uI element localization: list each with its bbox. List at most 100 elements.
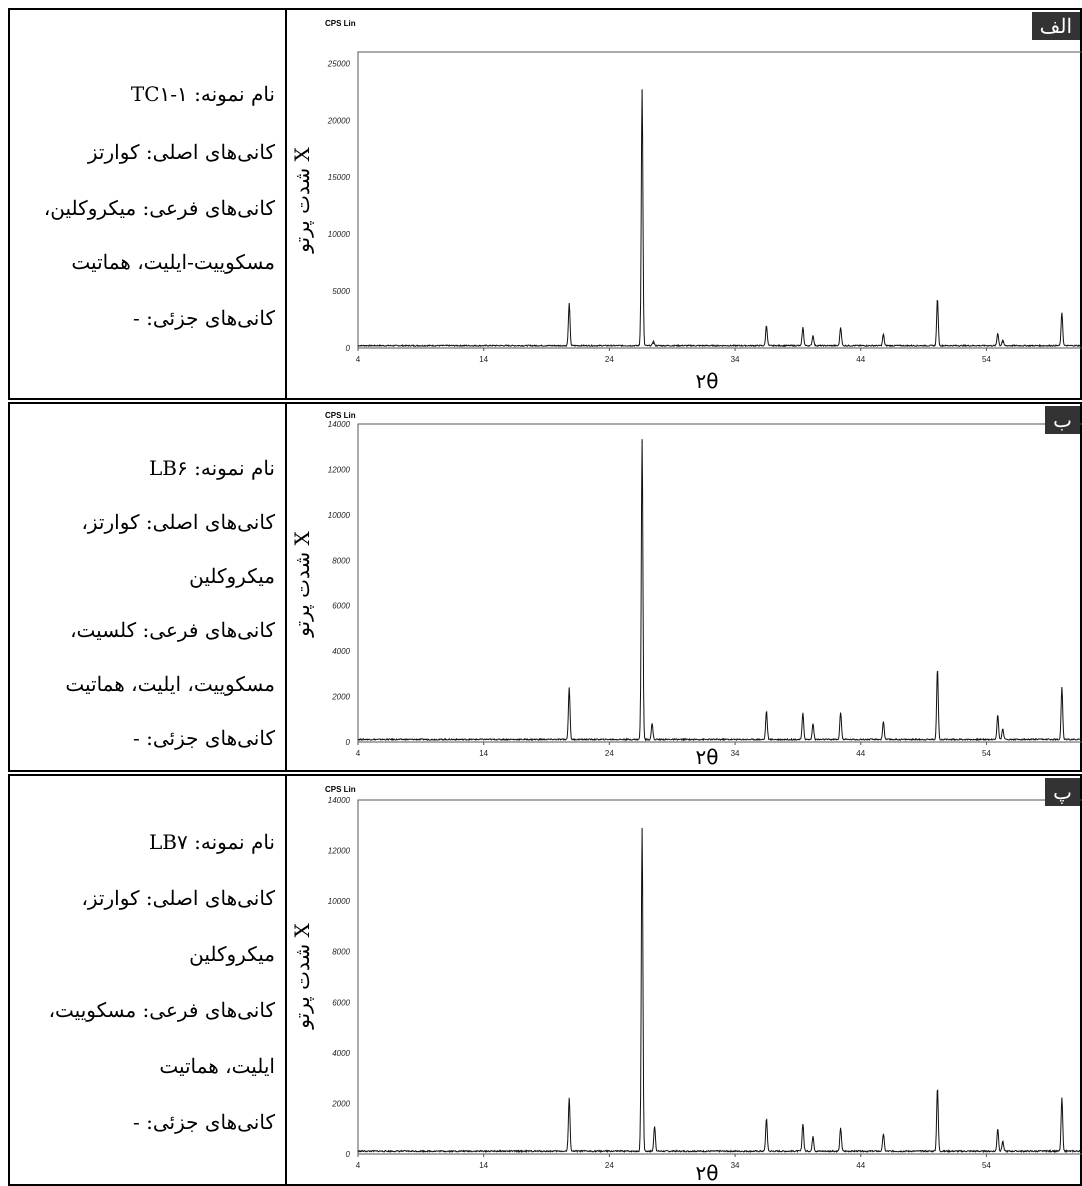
peak-point: [812, 337, 814, 339]
peak-point: [568, 689, 570, 691]
peak-point: [1002, 730, 1004, 732]
chart-title: CPS Lin: [325, 411, 356, 420]
main-minerals-cont: میکروکلین: [189, 564, 275, 588]
peak-point: [936, 300, 939, 302]
y-tick-label: 0: [346, 1150, 351, 1159]
panel-pe: نام نمونه: LB۷ کانی‌های اصلی: کوارتز، می…: [8, 774, 1082, 1186]
peak-point: [765, 1120, 768, 1122]
y-tick-label: 2000: [331, 1099, 350, 1108]
peak-point: [997, 716, 999, 718]
peak-point: [1061, 314, 1063, 316]
peak-point: [882, 723, 884, 725]
x-tick-label: 54: [982, 355, 991, 364]
x-tick-label: 54: [982, 1161, 991, 1170]
x-tick-label: 14: [479, 1161, 488, 1170]
x-tick-label: 44: [856, 749, 865, 758]
y-tick-label: 6000: [332, 998, 350, 1007]
y-tick-label: 0: [346, 738, 351, 747]
sample-name: نام نمونه: TC۱-۱: [130, 82, 275, 106]
main-minerals: کانی‌های اصلی: کوارتز،: [81, 510, 275, 534]
panel-alef: نام نمونه: TC۱-۱ کانی‌های اصلی: کوارتز ک…: [8, 8, 1082, 400]
peak-point: [936, 670, 939, 673]
x-tick-label: 14: [479, 749, 488, 758]
panel-divider: [285, 10, 287, 398]
plot-frame: [357, 799, 1082, 1155]
peak-point: [997, 334, 999, 337]
x-tick-label: 24: [605, 749, 614, 758]
plot-frame: [357, 423, 1082, 743]
peak-point: [840, 714, 842, 716]
panel-be: نام نمونه: LB۶ کانی‌های اصلی: کوارتز، می…: [8, 402, 1082, 772]
sample-info: نام نمونه: TC۱-۱ کانی‌های اصلی: کوارتز ک…: [10, 10, 285, 398]
minor-minerals-cont: ایلیت، هماتیت: [159, 1054, 275, 1078]
y-tick-label: 2000: [331, 693, 350, 702]
x-tick-label: 34: [731, 355, 740, 364]
x-tick-label: 4: [356, 1161, 361, 1170]
y-tick-label: 25000: [327, 59, 351, 68]
panel-tag: پ: [1045, 778, 1080, 806]
y-tick-label: 12000: [328, 847, 351, 856]
peak-point: [1002, 341, 1004, 343]
main-minerals: کانی‌های اصلی: کوارتز،: [81, 886, 275, 910]
x-tick-label: 14: [479, 355, 488, 364]
x-tick-label: 44: [856, 355, 865, 364]
y-axis-label: شدت پرتو X: [290, 146, 314, 253]
x-tick-label: 24: [605, 355, 614, 364]
y-tick-label: 10000: [328, 897, 351, 906]
peak-point: [641, 441, 643, 443]
minor-minerals-cont: مسکوییت، ایلیت، هماتیت: [65, 672, 275, 696]
xrd-chart-pe: CPS Lin 0 2000 4000 6000 8000 10000 12000 14000 4…: [290, 785, 1082, 1184]
peak-point: [568, 305, 570, 307]
trace-minerals: کانی‌های جزئی: -: [133, 726, 275, 750]
peak-point: [882, 1135, 884, 1137]
peak-point: [840, 1130, 842, 1132]
y-axis-label: شدت پرتو X: [290, 530, 314, 637]
y-tick-label: 6000: [332, 602, 350, 611]
peak-point: [568, 1100, 570, 1102]
trace-minerals: کانی‌های جزئی: -: [133, 1110, 275, 1134]
y-tick-label: 5000: [332, 287, 350, 296]
peak-point: [651, 725, 653, 727]
x-axis-label: ۲θ: [696, 369, 719, 393]
y-tick-label: 15000: [328, 173, 351, 182]
x-axis-label: ۲θ: [696, 745, 719, 769]
panel-divider: [285, 404, 287, 770]
y-axis-label: شدت پرتو X: [290, 922, 314, 1029]
minor-minerals-cont: مسکوییت-ایلیت، هماتیت: [71, 250, 275, 274]
sample-name: نام نمونه: LB۶: [149, 456, 275, 480]
panel-tag: الف: [1031, 12, 1080, 40]
trace-minerals: کانی‌های جزئی: -: [133, 306, 275, 330]
peak-point: [812, 725, 814, 727]
peak-point: [802, 1125, 804, 1127]
x-axis-label: ۲θ: [696, 1161, 719, 1184]
x-tick-label: 24: [605, 1161, 614, 1170]
y-tick-label: 8000: [332, 556, 350, 565]
xrd-pattern-line: [357, 439, 1082, 742]
peak-point: [802, 329, 804, 331]
sample-info: نام نمونه: LB۷ کانی‌های اصلی: کوارتز، می…: [10, 776, 285, 1184]
xrd-chart-be: CPS Lin 0 2000 4000 6000 8000 10000 12000 14000 4…: [290, 411, 1082, 769]
x-tick-label: 4: [356, 749, 361, 758]
peak-point: [802, 715, 804, 717]
x-tick-label: 54: [982, 749, 991, 758]
peak-point: [812, 1138, 814, 1140]
y-tick-label: 10000: [328, 511, 351, 520]
peak-point: [1061, 689, 1063, 691]
plot-frame: [357, 51, 1082, 349]
y-tick-label: 4000: [332, 1049, 350, 1058]
xrd-pattern-line: [358, 89, 1082, 348]
y-tick-label: 12000: [328, 465, 351, 474]
minor-minerals: کانی‌های فرعی: مسکوییت،: [48, 998, 275, 1022]
peak-point: [641, 91, 643, 93]
peak-point: [1061, 1100, 1063, 1102]
x-tick-label: 34: [731, 1161, 740, 1170]
peak-point: [652, 342, 654, 345]
sample-name: نام نمونه: LB۷: [149, 830, 275, 854]
y-tick-label: 4000: [332, 647, 350, 656]
xrd-pattern-line: [357, 827, 1082, 1154]
main-minerals: کانی‌های اصلی: کوارتز: [87, 140, 275, 164]
x-tick-label: 44: [856, 1161, 865, 1170]
peak-point: [765, 326, 768, 329]
peak-point: [654, 1128, 656, 1130]
chart-title: CPS Lin: [325, 785, 356, 794]
